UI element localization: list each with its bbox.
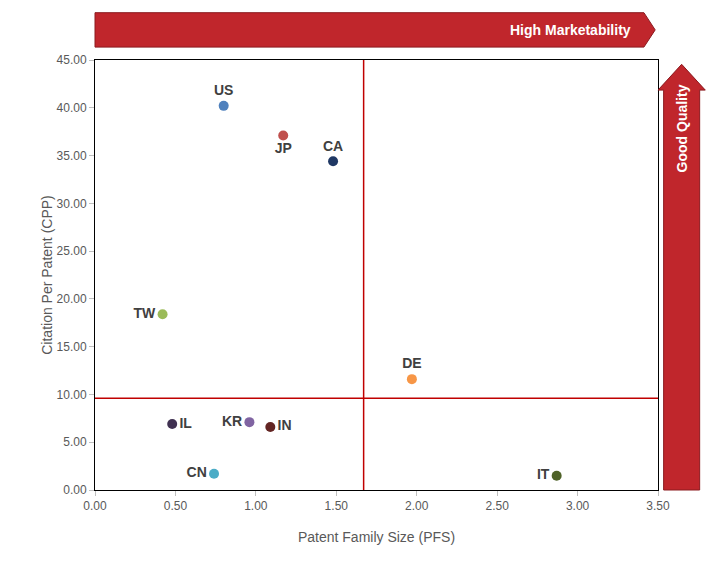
svg-text:35.00: 35.00	[57, 149, 87, 163]
svg-text:Patent Family Size (PFS): Patent Family Size (PFS)	[298, 529, 455, 545]
svg-text:40.00: 40.00	[57, 101, 87, 115]
svg-text:3.50: 3.50	[646, 499, 670, 513]
svg-text:25.00: 25.00	[57, 244, 87, 258]
svg-text:CN: CN	[187, 464, 207, 480]
svg-text:1.00: 1.00	[244, 499, 268, 513]
svg-text:CA: CA	[323, 138, 343, 154]
svg-text:10.00: 10.00	[57, 388, 87, 402]
svg-text:0.00: 0.00	[63, 483, 87, 497]
svg-text:IN: IN	[278, 417, 292, 433]
svg-text:20.00: 20.00	[57, 292, 87, 306]
svg-text:TW: TW	[134, 305, 157, 321]
svg-text:1.50: 1.50	[325, 499, 349, 513]
svg-text:0.00: 0.00	[83, 499, 107, 513]
svg-text:Citation Per Patent (CPP): Citation Per Patent (CPP)	[39, 195, 55, 355]
svg-text:3.00: 3.00	[566, 499, 590, 513]
svg-text:JP: JP	[275, 140, 292, 156]
svg-text:15.00: 15.00	[57, 340, 87, 354]
svg-text:30.00: 30.00	[57, 197, 87, 211]
svg-text:0.50: 0.50	[164, 499, 188, 513]
svg-text:2.00: 2.00	[405, 499, 429, 513]
svg-text:High Marketability: High Marketability	[510, 22, 631, 38]
svg-text:Good Quality: Good Quality	[674, 84, 690, 172]
svg-text:KR: KR	[222, 413, 242, 429]
svg-text:45.00: 45.00	[57, 53, 87, 67]
svg-text:US: US	[214, 82, 233, 98]
svg-text:IL: IL	[179, 415, 192, 431]
svg-text:5.00: 5.00	[63, 435, 87, 449]
svg-text:2.50: 2.50	[485, 499, 509, 513]
svg-text:DE: DE	[402, 355, 421, 371]
svg-text:IT: IT	[537, 466, 550, 482]
